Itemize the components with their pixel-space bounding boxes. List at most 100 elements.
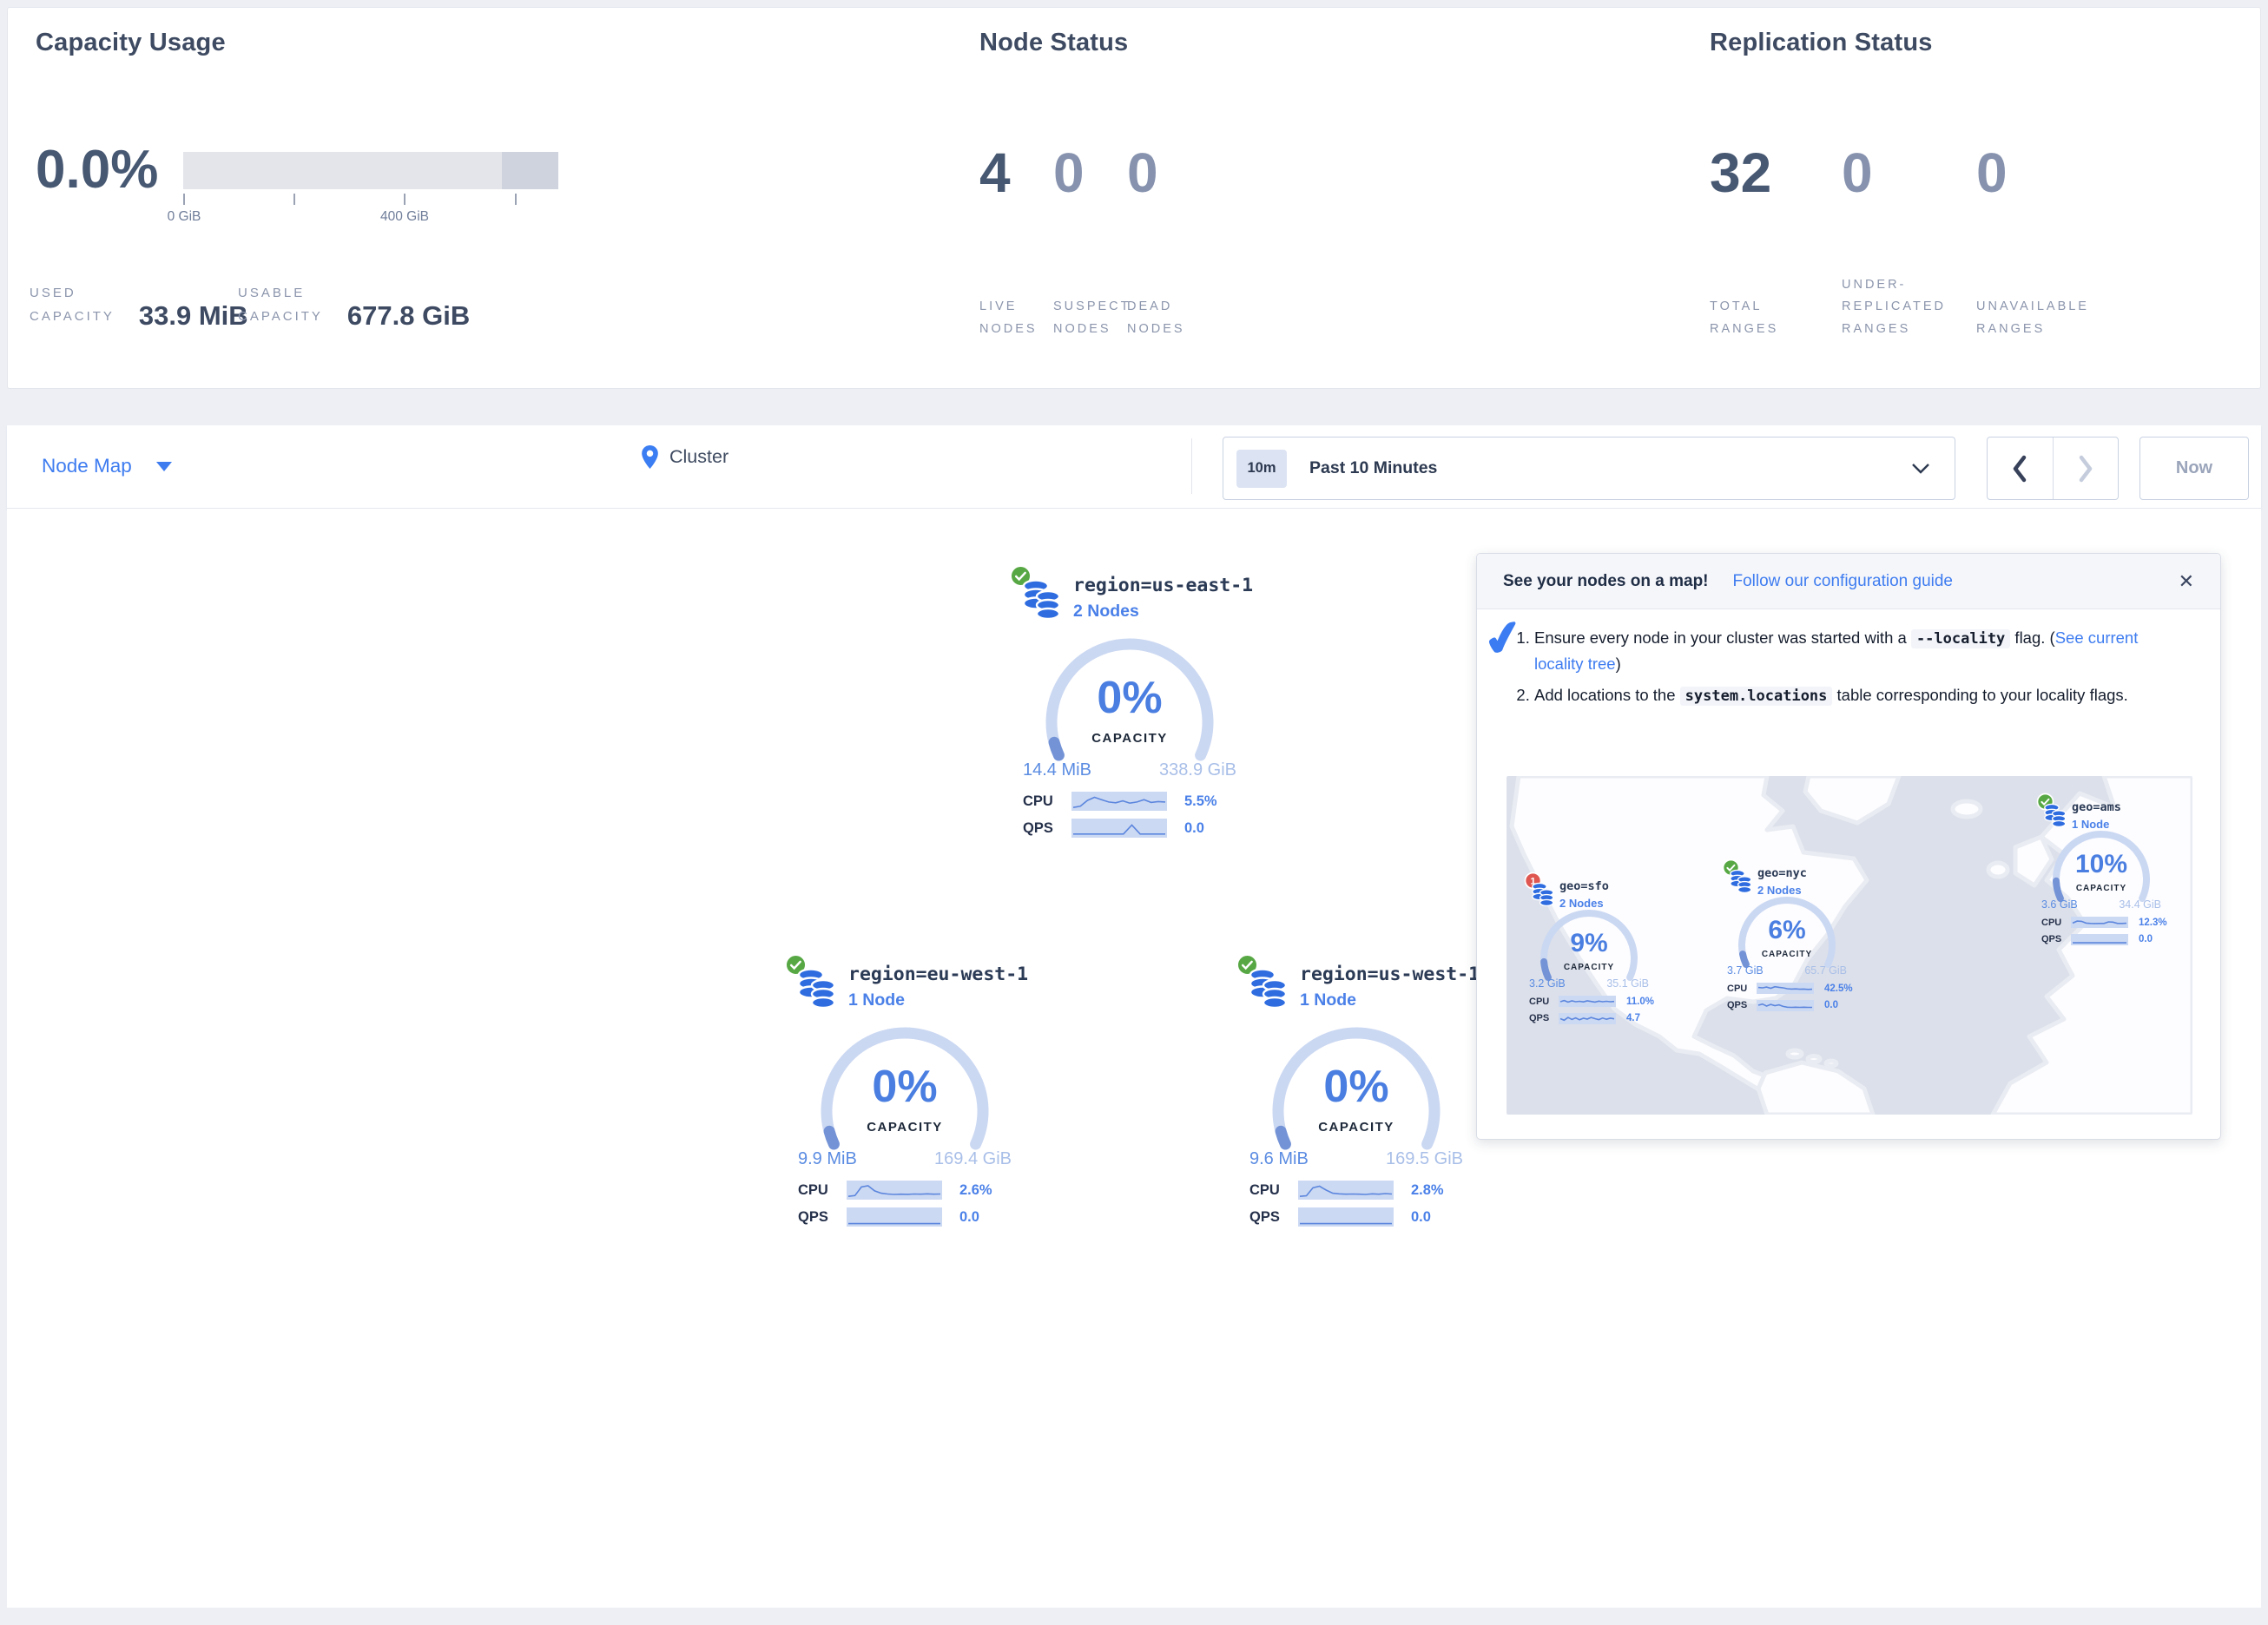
view-selector-dropdown[interactable]: Node Map [42,455,172,477]
region-nodes-link[interactable]: 1 Node [848,990,906,1010]
sparkline-chart [2071,917,2128,928]
unavailable-ranges-stat: 0 UNAVAILABLE RANGES [1976,141,2089,337]
healthy-check-icon [1236,953,1259,977]
region-widget-geo-nyc[interactable]: geo=nyc 2 Nodes 6% CAPACITY 3.7 GiB 65.7 G… [1722,859,1853,1025]
capacity-gauge-arc [1272,1027,1441,1150]
region-widget-geo-ams[interactable]: geo=ams 1 Node 10% CAPACITY 3.6 GiB 34.4 G… [2036,793,2167,959]
region-nodes-link[interactable]: 2 Nodes [1757,884,1802,897]
region-title: region=us-east-1 [1073,575,1254,596]
region-widget-geo-sfo[interactable]: 1 geo=sfo 2 Nodes 9% CAPACITY 3.2 GiB 35.1… [1524,872,1654,1038]
capacity-values: 9.6 MiB 169.5 GiB [1236,1149,1477,1169]
time-back-button[interactable] [1988,438,2054,499]
total-value: 169.5 GiB [1386,1149,1463,1168]
now-button[interactable]: Now [2139,437,2249,500]
capacity-tick [293,194,295,205]
cluster-summary-bar: Capacity Usage 0.0% 0 GiB 400 GiB USED C… [7,7,2261,389]
view-selector-label: Node Map [42,455,132,477]
toolbar-divider [1191,438,1192,494]
database-nodes-icon [1730,869,1752,893]
used-value: 3.7 GiB [1727,964,1764,977]
metric-label: CPU [1727,983,1748,994]
setup-step-1: Ensure every node in your cluster was st… [1534,625,2182,677]
chevron-down-icon [155,461,172,471]
region-widget-eu-west-1[interactable]: region=eu-west-1 1 Node 0% CAPACITY 9.9 Mi… [784,953,1028,1249]
world-map-graphic [1507,776,2192,1115]
used-value: 9.9 MiB [798,1149,857,1168]
capacity-tick-label-0: 0 GiB [167,209,201,224]
suspect-nodes-stat: 0 SUSPECT NODES [1053,141,1131,337]
step-done-check-icon: ✔ [1479,609,1529,669]
database-nodes-icon [1532,882,1554,906]
total-value: 34.4 GiB [2119,898,2161,911]
used-value: 3.6 GiB [2041,898,2078,911]
metric-label: CPU [1023,793,1053,809]
metric-row-cpu: CPU 2.6% [798,1181,992,1200]
used-capacity-value: 33.9 MiB [138,300,248,332]
metric-value: 2.8% [1411,1181,1444,1198]
breadcrumb[interactable]: Cluster [641,444,729,470]
metric-value: 4.7 [1626,1013,1640,1023]
region-widget-us-west-1[interactable]: region=us-west-1 1 Node 0% CAPACITY 9.6 Mi… [1236,953,1480,1249]
usable-capacity-label: CAPACITY [238,308,323,324]
used-capacity-label: USED [30,286,76,300]
capacity-values: 14.4 MiB 338.9 GiB [1009,760,1250,780]
metric-value: 0.0 [1411,1208,1431,1225]
capacity-gauge-arc [2053,831,2150,902]
sparkline-chart [1559,996,1616,1007]
metric-row-qps: QPS 0.0 [798,1207,979,1227]
code-system-locations: system.locations [1679,686,1833,706]
capacity-values: 3.7 GiB 65.7 GiB [1722,964,1852,977]
under-replicated-ranges-value: 0 [1842,141,1873,204]
capacity-percent: 9% [1570,929,1608,957]
region-nodes-link[interactable]: 2 Nodes [1073,602,1139,621]
metric-value: 11.0% [1626,996,1654,1007]
capacity-percent: 10% [2074,850,2128,878]
capacity-tick [515,194,517,205]
capacity-word: CAPACITY [1563,963,1615,972]
capacity-percent: 0% [1323,1062,1389,1112]
region-nodes-link[interactable]: 1 Node [1300,990,1357,1010]
chevron-left-icon [2014,455,2027,482]
metric-row-qps: QPS 0.0 [2041,933,2153,945]
setup-step-2: Add locations to the system.locations ta… [1534,682,2182,708]
used-value: 9.6 MiB [1249,1149,1309,1168]
used-value: 3.2 GiB [1529,977,1566,990]
sparkline-chart [1559,1012,1616,1024]
sparkline-chart [847,1207,942,1227]
capacity-gauge-arc [1540,910,1638,981]
metric-label: QPS [1727,1000,1748,1010]
capacity-word: CAPACITY [2075,884,2127,893]
configuration-guide-link[interactable]: Follow our configuration guide [1732,571,1954,590]
locality-tree-link[interactable]: See current locality tree [1534,628,2139,674]
metric-row-qps: QPS 0.0 [1249,1207,1431,1227]
time-window-selector[interactable]: 10m Past 10 Minutes [1223,437,1955,500]
close-icon[interactable]: ✕ [2178,569,2194,592]
region-nodes-link[interactable]: 1 Node [2072,818,2110,831]
time-window-badge: 10m [1236,449,1287,488]
metric-row-cpu: CPU 5.5% [1023,792,1217,811]
metric-label: CPU [1249,1181,1280,1198]
capacity-values: 3.6 GiB 34.4 GiB [2036,898,2166,911]
total-ranges-stat: 32 TOTAL RANGES [1710,141,1779,337]
metric-row-qps: QPS 0.0 [1727,999,1838,1011]
sparkline-chart [1757,999,1814,1011]
capacity-percent: 0% [872,1062,938,1112]
region-widget-us-east-1[interactable]: region=us-east-1 2 Nodes 0% CAPACITY 14.4 … [1009,564,1254,860]
metric-label: CPU [1529,996,1550,1007]
breadcrumb-label: Cluster [669,446,729,467]
dead-nodes-stat: 0 DEAD NODES [1127,141,1185,337]
capacity-usage-bar [183,152,558,189]
time-forward-button[interactable] [2054,438,2119,499]
metric-value: 42.5% [1824,983,1853,994]
location-pin-icon [642,445,658,469]
chevron-down-icon [1912,464,1929,474]
capacity-tick [183,194,185,205]
world-map-preview [1507,776,2192,1115]
metric-row-cpu: CPU 12.3% [2041,917,2167,928]
replication-status-title: Replication Status [1710,29,1933,56]
region-nodes-link[interactable]: 2 Nodes [1559,897,1604,910]
total-value: 65.7 GiB [1804,964,1847,977]
code-locality-flag: --locality [1910,629,2011,648]
capacity-tick-label-400: 400 GiB [379,209,430,224]
capacity-usage-percent: 0.0% [36,140,159,200]
